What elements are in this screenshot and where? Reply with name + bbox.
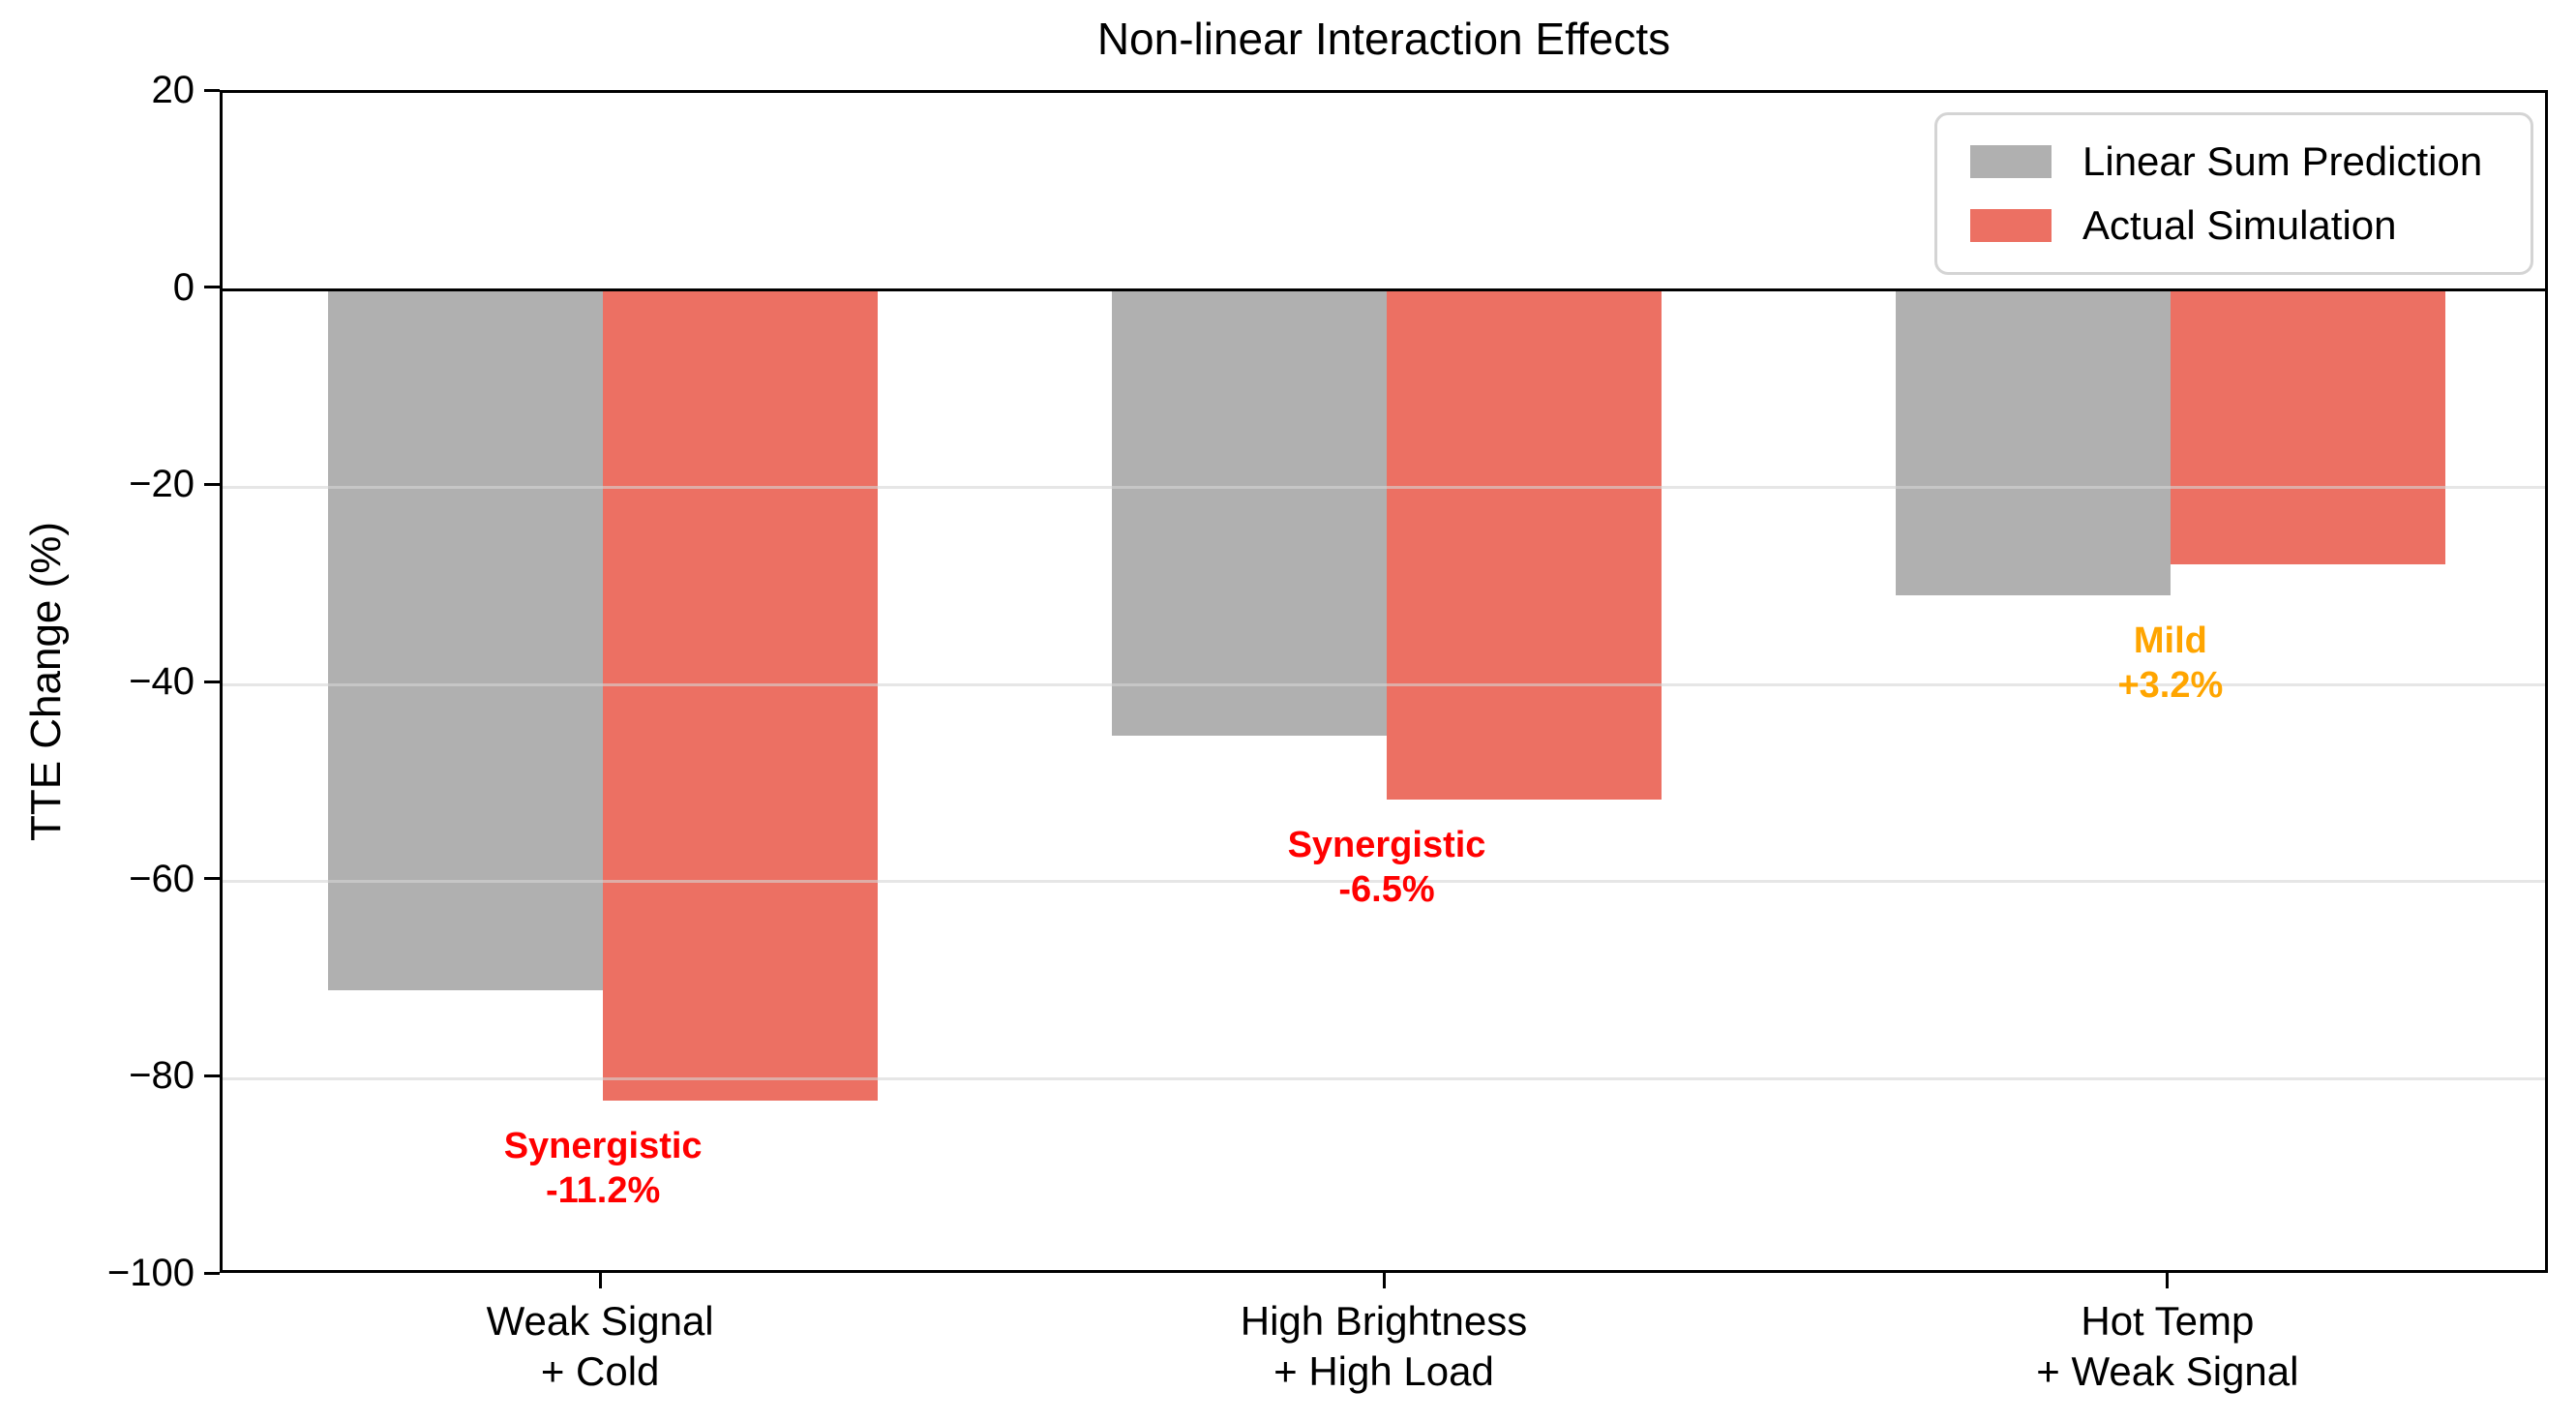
legend: Linear Sum Prediction Actual Simulation bbox=[1934, 112, 2533, 275]
legend-item-actual-simulation: Actual Simulation bbox=[1970, 198, 2498, 253]
gridline--40 bbox=[223, 682, 2545, 686]
legend-swatch-actual-simulation bbox=[1970, 209, 2052, 242]
x-tick-mark-hot-temp-weak-signal bbox=[2166, 1273, 2170, 1288]
bar-actual-simulation-hot-temp-weak-signal bbox=[2170, 289, 2445, 564]
legend-label-linear-sum-prediction: Linear Sum Prediction bbox=[2082, 138, 2483, 184]
zero-line bbox=[223, 288, 2545, 292]
y-tick-label-0: 0 bbox=[172, 265, 195, 309]
x-tick-mark-weak-signal-cold bbox=[598, 1273, 602, 1288]
y-tick-mark--80 bbox=[204, 1074, 220, 1077]
annotation-value: -11.2% bbox=[545, 1169, 661, 1211]
annotation-value: +3.2% bbox=[2117, 665, 2224, 707]
bar-actual-simulation-high-brightness-high-load bbox=[1387, 289, 1662, 801]
y-tick-mark--20 bbox=[204, 482, 220, 486]
annotation-label: Mild bbox=[2133, 620, 2207, 662]
legend-swatch-linear-sum-prediction bbox=[1970, 145, 2052, 178]
y-tick-label--20: −20 bbox=[129, 463, 195, 506]
y-tick-mark--60 bbox=[204, 877, 220, 881]
x-tick-label-weak-signal-cold: Weak Signal + Cold bbox=[486, 1298, 714, 1394]
y-tick-mark-0 bbox=[204, 286, 220, 289]
legend-label-actual-simulation: Actual Simulation bbox=[2082, 202, 2397, 248]
bar-linear-sum-prediction-weak-signal-cold bbox=[328, 289, 604, 990]
bar-linear-sum-prediction-hot-temp-weak-signal bbox=[1895, 289, 2171, 596]
annotation-value: -6.5% bbox=[1338, 869, 1435, 911]
chart-title: Non-linear Interaction Effects bbox=[1096, 14, 1671, 64]
annotation-synergistic-1: Synergistic -6.5% bbox=[1096, 823, 1677, 912]
annotation-synergistic-0: Synergistic -11.2% bbox=[313, 1124, 893, 1213]
x-tick-label-high-brightness-high-load: High Brightness + High Load bbox=[1240, 1298, 1528, 1394]
gridline--60 bbox=[223, 880, 2545, 884]
annotation-mild-2: Mild +3.2% bbox=[1880, 619, 2461, 708]
y-tick-label-20: 20 bbox=[151, 69, 195, 111]
y-tick-mark--40 bbox=[204, 680, 220, 683]
y-tick-label--80: −80 bbox=[129, 1054, 195, 1098]
bar-actual-simulation-weak-signal-cold bbox=[603, 289, 879, 1101]
y-tick-mark--100 bbox=[204, 1271, 220, 1275]
gridline--20 bbox=[223, 485, 2545, 489]
plot-area: Synergistic -11.2% Synergistic -6.5% Mild +3.… bbox=[220, 90, 2548, 1273]
y-tick-label--60: −60 bbox=[129, 857, 195, 900]
x-tick-label-hot-temp-weak-signal: Hot Temp + Weak Signal bbox=[2036, 1298, 2299, 1394]
y-tick-label--100: −100 bbox=[106, 1252, 195, 1294]
annotation-label: Synergistic bbox=[1287, 825, 1486, 866]
y-tick-mark-20 bbox=[204, 88, 220, 92]
gridline--80 bbox=[223, 1076, 2545, 1080]
annotation-label: Synergistic bbox=[503, 1125, 703, 1166]
x-tick-mark-high-brightness-high-load bbox=[1382, 1273, 1386, 1288]
y-tick-label--40: −40 bbox=[129, 660, 195, 703]
bar-linear-sum-prediction-high-brightness-high-load bbox=[1112, 289, 1387, 736]
legend-item-linear-sum-prediction: Linear Sum Prediction bbox=[1970, 135, 2498, 189]
